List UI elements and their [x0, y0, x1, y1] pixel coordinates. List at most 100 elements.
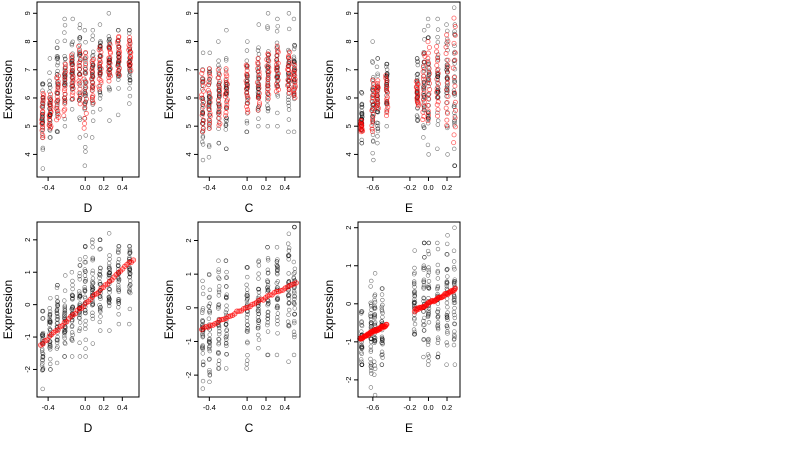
observed-point	[435, 57, 441, 63]
observed-point	[82, 163, 88, 168]
observed-point	[62, 38, 68, 43]
fitted-point	[69, 52, 75, 58]
fitted-point	[265, 75, 271, 81]
observed-point	[224, 292, 229, 297]
observed-point	[62, 53, 67, 59]
observed-point	[40, 368, 45, 373]
fitted-point	[89, 88, 95, 94]
observed-point	[69, 62, 74, 68]
observed-point	[83, 269, 88, 274]
observed-point	[359, 346, 365, 351]
fitted-point	[126, 47, 132, 53]
observed-point	[55, 302, 61, 308]
observed-point	[368, 347, 374, 353]
observed-point	[245, 265, 250, 270]
observed-point	[286, 11, 292, 16]
observed-point	[97, 302, 102, 308]
observed-point	[379, 307, 384, 312]
observed-point	[48, 319, 53, 324]
observed-point	[82, 273, 88, 278]
x-tick-label: 0.4	[117, 403, 127, 412]
observed-point	[90, 28, 96, 33]
fitted-point	[256, 94, 262, 100]
fitted-point	[224, 102, 230, 108]
observed-point	[368, 349, 374, 354]
observed-point	[244, 79, 250, 84]
observed-point	[426, 320, 432, 325]
observed-point	[452, 296, 457, 301]
observed-point	[63, 273, 68, 278]
fitted-point	[452, 124, 458, 130]
fitted-point	[224, 89, 230, 95]
x-tick-label: -0.4	[203, 403, 216, 412]
fitted-point	[413, 78, 419, 84]
observed-point	[286, 312, 291, 317]
observed-point	[200, 157, 206, 163]
fitted-point	[90, 100, 96, 106]
observed-point	[115, 28, 121, 33]
fitted-point	[83, 54, 89, 60]
observed-point	[359, 309, 364, 315]
observed-point	[97, 107, 103, 112]
fitted-point	[48, 109, 54, 115]
fitted-point	[39, 121, 45, 127]
observed-point	[127, 321, 132, 327]
observed-point	[216, 126, 221, 131]
observed-point	[371, 157, 376, 163]
observed-point	[452, 334, 457, 339]
fitted-point	[384, 321, 390, 328]
observed-point	[216, 293, 222, 298]
observed-point	[207, 287, 213, 293]
fitted-point	[96, 76, 102, 82]
observed-point	[256, 346, 261, 351]
observed-point	[127, 86, 132, 91]
fitted-point	[256, 72, 262, 78]
observed-point	[90, 237, 95, 243]
observed-point	[107, 118, 112, 123]
fitted-point	[451, 140, 457, 146]
fitted-point	[39, 104, 45, 110]
observed-point	[245, 339, 250, 345]
observed-point	[83, 308, 88, 313]
observed-point	[216, 302, 222, 307]
observed-point	[421, 280, 427, 285]
observed-point	[421, 323, 426, 328]
plot-frame	[197, 221, 301, 398]
observed-point	[421, 284, 426, 290]
observed-point	[415, 117, 420, 122]
observed-point	[70, 51, 75, 56]
observed-point	[426, 270, 432, 275]
fitted-point	[293, 280, 299, 286]
x-tick-label: 0.4	[280, 403, 290, 412]
observed-point	[421, 94, 427, 99]
fitted-point	[53, 105, 59, 111]
observed-point	[256, 309, 261, 314]
observed-point	[379, 349, 385, 355]
fitted-point	[285, 64, 291, 70]
fitted-point	[106, 78, 112, 84]
fitted-point	[425, 39, 431, 45]
observed-point	[421, 318, 426, 324]
observed-point	[435, 268, 441, 274]
fitted-point	[77, 74, 83, 80]
observed-point	[77, 115, 82, 120]
observed-point	[292, 266, 298, 272]
observed-point	[40, 350, 45, 356]
observed-point	[90, 49, 96, 55]
observed-point	[426, 311, 431, 317]
fitted-point	[89, 85, 95, 91]
fitted-point	[116, 47, 122, 53]
fitted-point	[115, 68, 121, 74]
observed-point	[244, 129, 250, 135]
observed-point	[90, 244, 95, 250]
observed-point	[415, 62, 420, 68]
fitted-point	[61, 113, 67, 119]
observed-point	[106, 299, 112, 304]
observed-point	[127, 272, 133, 277]
observed-point	[223, 341, 229, 346]
observed-point	[274, 259, 280, 264]
observed-point	[425, 352, 431, 357]
x-tick-label: 0.2	[99, 183, 109, 192]
observed-point	[379, 308, 385, 314]
observed-point	[435, 122, 441, 127]
